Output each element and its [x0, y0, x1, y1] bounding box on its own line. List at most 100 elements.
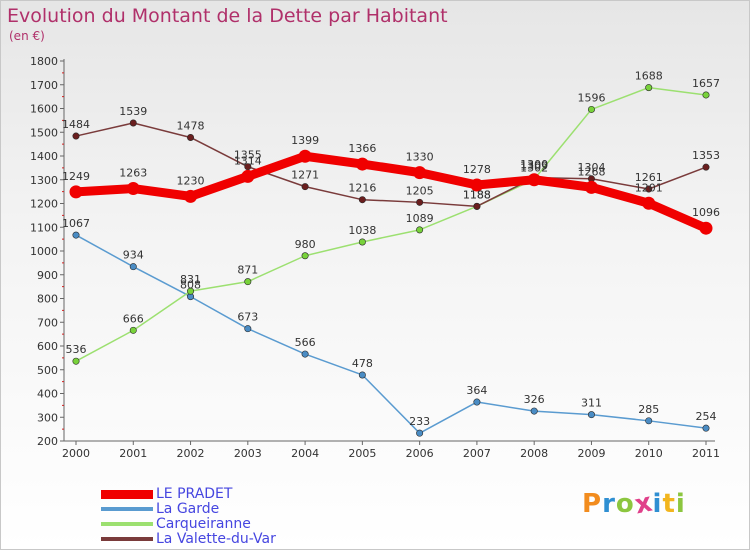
data-point-la-valette-du-var: [645, 185, 653, 193]
data-label-la-garde: 326: [524, 393, 545, 406]
x-tick-label: 2010: [635, 447, 663, 460]
logo-letter: P: [582, 489, 603, 519]
y-tick-label: 900: [37, 269, 58, 282]
series-line-le-pradet: [71, 151, 711, 233]
data-point-la-garde: [530, 407, 538, 415]
data-point-le-pradet: [699, 221, 713, 235]
legend-item-le-pradet[interactable]: LE PRADET: [101, 486, 361, 502]
y-tick-label: 1400: [30, 150, 58, 163]
data-point-la-valette-du-var: [129, 119, 137, 127]
data-point-le-pradet: [642, 196, 656, 210]
data-point-la-garde: [358, 371, 366, 379]
data-point-le-pradet: [584, 180, 598, 194]
x-tick-label: 2011: [692, 447, 720, 460]
x-tick-label: 2005: [348, 447, 376, 460]
legend-swatch-la-garde: [101, 507, 153, 511]
data-point-la-garde: [645, 417, 653, 425]
legend-item-carqueiranne[interactable]: Carqueiranne: [101, 516, 361, 532]
logo-letter: o: [615, 489, 635, 519]
data-label-le-pradet: 1201: [635, 181, 663, 194]
y-tick-label: 1000: [30, 245, 58, 258]
data-label-carqueiranne: 1596: [577, 91, 605, 104]
series-line-la-valette-du-var: [75, 122, 707, 208]
data-point-le-pradet: [241, 169, 255, 183]
data-point-la-garde: [416, 429, 424, 437]
data-point-carqueiranne: [187, 287, 195, 295]
data-label-la-garde: 808: [180, 279, 201, 292]
data-point-la-valette-du-var: [416, 198, 424, 206]
data-label-carqueiranne: 1688: [635, 70, 663, 83]
y-tick-label: 600: [37, 340, 58, 353]
legend-label-le-pradet: LE PRADET: [156, 486, 233, 502]
data-point-la-garde: [244, 325, 252, 333]
data-point-le-pradet: [527, 173, 541, 187]
data-point-carqueiranne: [301, 252, 309, 260]
data-label-le-pradet: 1366: [348, 142, 376, 155]
data-point-le-pradet: [298, 149, 312, 163]
data-label-la-garde: 1067: [62, 217, 90, 230]
y-tick-label: 1500: [30, 126, 58, 139]
data-label-la-garde: 254: [696, 410, 717, 423]
data-label-la-garde: 364: [466, 384, 487, 397]
data-point-la-garde: [129, 263, 137, 271]
data-label-le-pradet: 1096: [692, 206, 720, 219]
data-point-le-pradet: [184, 189, 198, 203]
x-tick-label: 2007: [463, 447, 491, 460]
y-tick-label: 1800: [30, 55, 58, 68]
data-point-la-garde: [473, 398, 481, 406]
y-tick-label: 1600: [30, 103, 58, 116]
data-label-carqueiranne: 1089: [406, 212, 434, 225]
logo-letter: r: [602, 489, 616, 519]
data-point-la-garde: [702, 424, 710, 432]
data-label-carqueiranne: 871: [237, 264, 258, 277]
legend-item-la-garde[interactable]: La Garde: [101, 501, 361, 517]
y-tick-label: 1100: [30, 221, 58, 234]
x-tick-label: 2008: [520, 447, 548, 460]
y-tick-label: 1300: [30, 174, 58, 187]
data-label-le-pradet: 1230: [177, 174, 205, 187]
legend-label-la-garde: La Garde: [156, 501, 220, 517]
data-label-le-pradet: 1263: [119, 167, 147, 180]
data-label-la-valette-du-var: 1309: [520, 160, 548, 173]
data-label-la-garde: 285: [638, 403, 659, 416]
data-label-le-pradet: 1330: [406, 151, 434, 164]
y-tick-label: 200: [37, 435, 58, 448]
legend-swatch-le-pradet: [101, 490, 153, 499]
y-tick-label: 700: [37, 316, 58, 329]
x-tick-label: 2009: [577, 447, 605, 460]
data-point-le-pradet: [355, 157, 369, 171]
data-point-carqueiranne: [358, 238, 366, 246]
x-tick-label: 2006: [406, 447, 434, 460]
data-label-la-garde: 478: [352, 357, 373, 370]
data-point-la-garde: [301, 350, 309, 358]
y-tick-label: 300: [37, 411, 58, 424]
data-label-la-valette-du-var: 1484: [62, 118, 90, 131]
data-point-la-valette-du-var: [358, 196, 366, 204]
data-label-la-valette-du-var: 1216: [348, 182, 376, 195]
data-label-la-valette-du-var: 1355: [234, 149, 262, 162]
data-point-carqueiranne: [416, 226, 424, 234]
data-labels-layer: 1067 934 808 673 566 478 233 364 326 311 285 254 536…: [62, 70, 720, 429]
data-point-la-valette-du-var: [244, 163, 252, 171]
data-label-la-valette-du-var: 1304: [577, 161, 605, 174]
data-point-carqueiranne: [72, 357, 80, 365]
data-point-la-valette-du-var: [72, 132, 80, 140]
legend-label-la-valette-du-var: La Valette-du-Var: [156, 531, 276, 547]
data-label-carqueiranne: 1038: [348, 224, 376, 237]
data-point-le-pradet: [126, 182, 140, 196]
data-point-le-pradet: [413, 166, 427, 180]
series-line-carqueiranne: [75, 86, 707, 362]
y-tick-label: 800: [37, 293, 58, 306]
logo-letter: t: [662, 489, 676, 519]
data-label-carqueiranne: 536: [66, 343, 87, 356]
logo-letter: i: [675, 489, 686, 519]
legend-swatch-la-valette-du-var: [101, 537, 153, 541]
data-label-carqueiranne: 831: [180, 273, 201, 286]
data-label-la-garde: 673: [237, 311, 258, 324]
data-label-le-pradet: 1399: [291, 134, 319, 147]
data-label-la-garde: 233: [409, 415, 430, 428]
legend-item-la-valette-du-var[interactable]: La Valette-du-Var: [101, 531, 361, 547]
chart-title: Evolution du Montant de la Dette par Hab…: [7, 5, 448, 27]
